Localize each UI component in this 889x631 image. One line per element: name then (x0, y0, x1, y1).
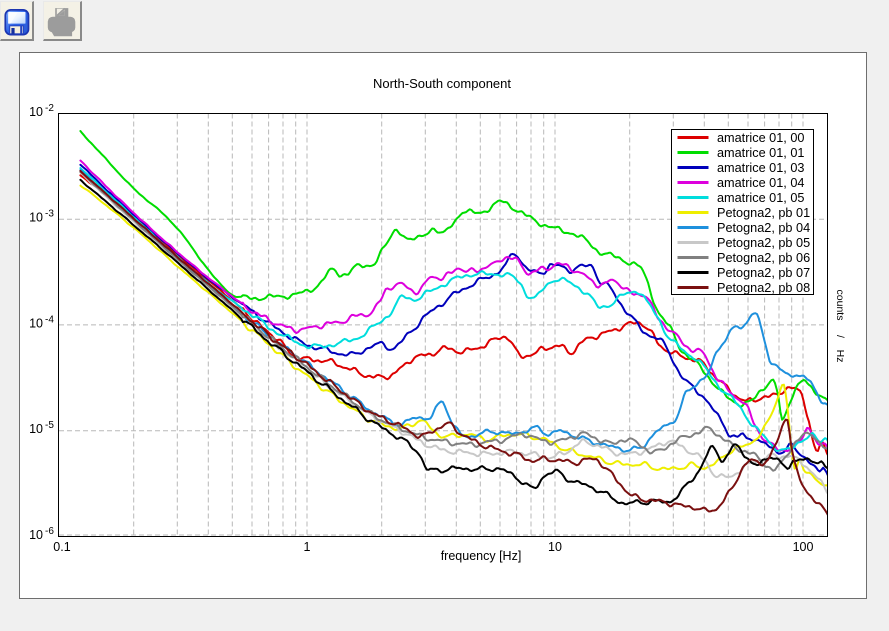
svg-text:Petogna2, pb 04: Petogna2, pb 04 (717, 221, 810, 235)
svg-text:10: 10 (29, 528, 43, 542)
svg-text:amatrice 01, 05: amatrice 01, 05 (717, 191, 804, 205)
svg-text:frequency [Hz]: frequency [Hz] (441, 549, 522, 563)
svg-text:-2: -2 (45, 103, 54, 114)
svg-text:-4: -4 (45, 314, 54, 325)
svg-text:amatrice 01, 00: amatrice 01, 00 (717, 131, 804, 145)
svg-text:100: 100 (793, 540, 814, 554)
svg-text:-5: -5 (45, 420, 54, 431)
svg-text:Petogna2, pb 01: Petogna2, pb 01 (717, 206, 810, 220)
svg-text:10: 10 (548, 540, 562, 554)
svg-text:-6: -6 (45, 526, 54, 537)
svg-text:North-South component: North-South component (373, 76, 511, 91)
svg-text:amatrice 01, 01: amatrice 01, 01 (717, 146, 804, 160)
svg-text:amatrice 01, 03: amatrice 01, 03 (717, 161, 804, 175)
svg-text:0.1: 0.1 (53, 540, 70, 554)
svg-text:10: 10 (29, 422, 43, 436)
svg-text:-3: -3 (45, 209, 54, 220)
svg-text:counts / Hz: counts / Hz (834, 290, 846, 363)
svg-text:amatrice 01, 04: amatrice 01, 04 (717, 176, 804, 190)
svg-text:10: 10 (29, 316, 43, 330)
svg-text:Petogna2, pb 05: Petogna2, pb 05 (717, 236, 810, 250)
svg-text:1: 1 (304, 540, 311, 554)
svg-text:Petogna2, pb 08: Petogna2, pb 08 (717, 281, 810, 295)
svg-text:Petogna2, pb 06: Petogna2, pb 06 (717, 251, 810, 265)
svg-text:10: 10 (29, 211, 43, 225)
svg-text:Petogna2, pb 07: Petogna2, pb 07 (717, 266, 810, 280)
svg-text:10: 10 (29, 105, 43, 119)
